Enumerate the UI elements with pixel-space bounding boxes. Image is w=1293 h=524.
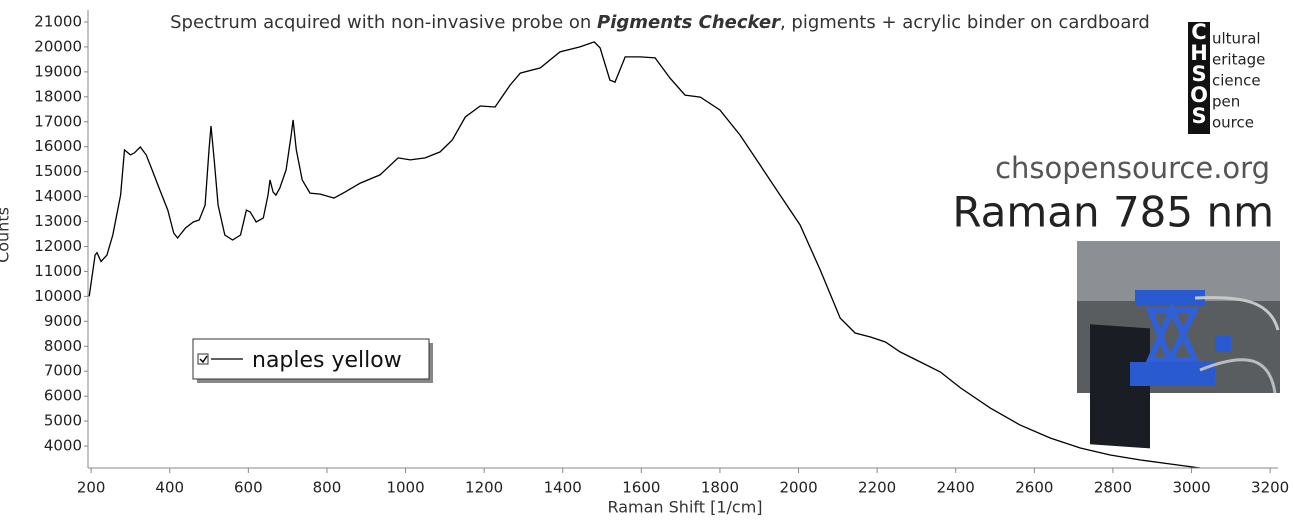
y-tick-label: 15000 (34, 162, 82, 180)
title-part: , pigments + acrylic binder on cardboard (780, 12, 1150, 33)
y-tick-label: 11000 (34, 262, 82, 280)
y-tick-label: 8000 (44, 337, 82, 355)
y-tick-label: 7000 (44, 362, 82, 380)
y-tick-label: 21000 (34, 12, 82, 30)
x-tick-label: 400 (155, 479, 184, 497)
x-tick-label: 2200 (858, 479, 896, 497)
y-tick-label: 5000 (44, 412, 82, 430)
x-tick-label: 2600 (1015, 479, 1053, 497)
y-tick-label: 18000 (34, 87, 82, 105)
logo-word: ultural (1212, 30, 1261, 48)
y-tick-label: 13000 (34, 212, 82, 230)
logo-word: eritage (1212, 51, 1265, 69)
logo-letter: C (1191, 20, 1206, 44)
x-tick-label: 2800 (1094, 479, 1132, 497)
chart-title: Spectrum acquired with non-invasive prob… (170, 12, 1150, 33)
y-tick-label: 14000 (34, 187, 82, 205)
subtitle: Raman 785 nm (952, 188, 1274, 237)
y-tick-label: 9000 (44, 312, 82, 330)
y-axis-label: Counts (0, 207, 13, 263)
logo-letter: H (1190, 41, 1208, 65)
y-tick-label: 10000 (34, 287, 82, 305)
logo-word: pen (1212, 93, 1240, 111)
logo-letter: S (1191, 104, 1206, 128)
y-tick-label: 17000 (34, 112, 82, 130)
x-tick-label: 2000 (779, 479, 817, 497)
y-tick-label: 12000 (34, 237, 82, 255)
title-part: Pigments Checker (597, 12, 781, 33)
logo-word: cience (1212, 72, 1261, 90)
x-tick-label: 3000 (1172, 479, 1210, 497)
x-tick-label: 3200 (1251, 479, 1289, 497)
spectrum-line (88, 41, 1217, 468)
legend-label: naples yellow (252, 348, 402, 373)
title-part: Spectrum acquired with non-invasive prob… (170, 12, 597, 33)
logo-letter: S (1191, 62, 1206, 86)
y-tick-label: 16000 (34, 137, 82, 155)
logo-word: ource (1212, 114, 1254, 132)
x-tick-label: 1200 (465, 479, 503, 497)
x-tick-label: 600 (234, 479, 263, 497)
site-url: chsopensource.org (995, 151, 1270, 185)
x-tick-label: 800 (313, 479, 342, 497)
legend: naples yellow (192, 338, 433, 383)
x-tick-label: 1400 (544, 479, 582, 497)
x-tick-label: 1800 (701, 479, 739, 497)
x-tick-label: 1000 (386, 479, 424, 497)
y-tick-label: 6000 (44, 387, 82, 405)
x-axis-label: Raman Shift [1/cm] (607, 498, 762, 517)
y-tick-label: 4000 (44, 437, 82, 455)
x-tick-label: 200 (77, 479, 106, 497)
x-tick-label: 2400 (937, 479, 975, 497)
photo (1077, 241, 1280, 449)
logo-bar (1188, 22, 1210, 134)
x-tick-label: 1600 (622, 479, 660, 497)
logo-letter: O (1190, 83, 1208, 107)
y-tick-label: 19000 (34, 62, 82, 80)
legend-checkbox[interactable] (197, 353, 209, 365)
y-tick-label: 20000 (34, 37, 82, 55)
